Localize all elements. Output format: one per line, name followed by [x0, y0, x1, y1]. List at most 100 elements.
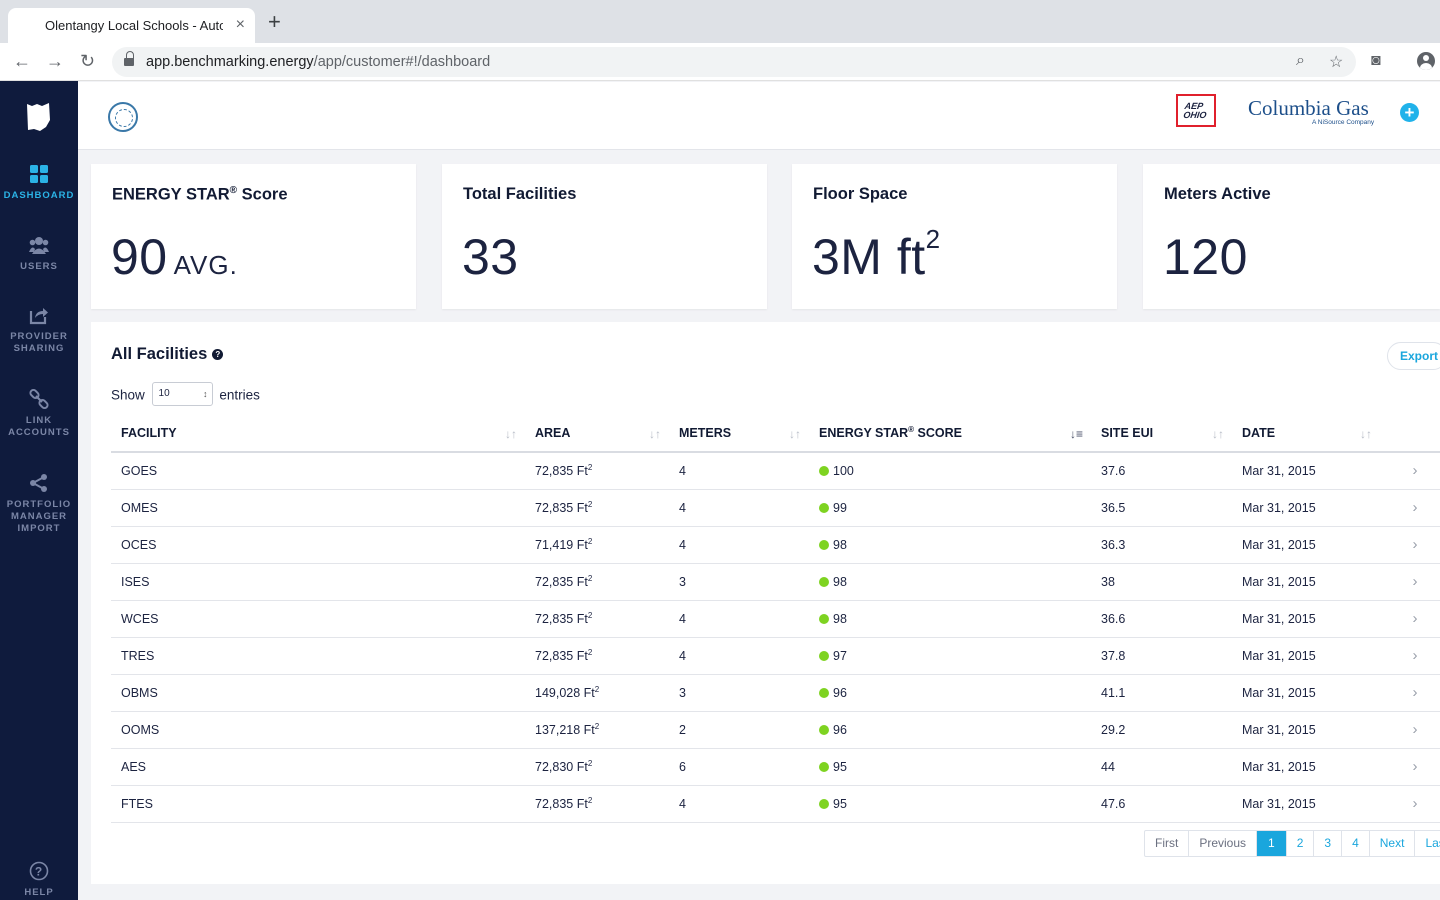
- chevron-right-icon[interactable]: ›: [1380, 489, 1440, 527]
- eui-cell: 47.6: [1091, 785, 1232, 823]
- sidebar-item-label: USERS: [20, 261, 58, 272]
- sidebar-item-label: PROVIDER SHARING: [10, 331, 68, 354]
- sidebar-item-dashboard[interactable]: DASHBOARD: [0, 164, 78, 202]
- export-button[interactable]: Export: [1387, 342, 1440, 370]
- eui-cell: 29.2: [1091, 711, 1232, 749]
- entries-control: Show 10 entries: [111, 382, 260, 408]
- bookmark-star-icon[interactable]: ☆: [1329, 54, 1344, 71]
- table-header-row: FACILITY ↓↑ AREA ↓↑ METERS ↓↑ ENERGY STAR® …: [111, 415, 1440, 453]
- pagination-page-1[interactable]: 1: [1257, 831, 1287, 856]
- card-value: 120: [1163, 229, 1248, 285]
- date-cell: Mar 31, 2015: [1232, 637, 1380, 675]
- table-row[interactable]: AES 72,830 Ft2 6 95 44 Mar 31, 2015 ›: [111, 748, 1440, 786]
- table-row[interactable]: GOES 72,835 Ft2 4 100 37.6 Mar 31, 2015 ›: [111, 452, 1440, 490]
- profile-avatar-icon[interactable]: [1417, 52, 1435, 70]
- table-row[interactable]: OOMS 137,218 Ft2 2 96 29.2 Mar 31, 2015 ›: [111, 711, 1440, 749]
- column-header-area[interactable]: AREA ↓↑: [525, 415, 669, 453]
- sidebar-item-label: HELP: [24, 887, 54, 898]
- network-icon: [30, 474, 47, 492]
- forward-icon[interactable]: →: [46, 51, 64, 71]
- column-header-facility[interactable]: FACILITY ↓↑: [111, 415, 525, 453]
- column-header-date[interactable]: DATE ↓↑: [1232, 415, 1380, 453]
- meters-active-card: Meters Active 120: [1143, 164, 1440, 309]
- score-status-dot: [819, 576, 829, 587]
- card-value: 33: [462, 229, 519, 285]
- date-cell: Mar 31, 2015: [1232, 452, 1380, 490]
- pagination-page-3[interactable]: 3: [1314, 831, 1343, 856]
- camera-icon[interactable]: ◙: [1371, 52, 1381, 69]
- chevron-right-icon[interactable]: ›: [1380, 600, 1440, 638]
- column-header-site-eui[interactable]: SITE EUI ↓↑: [1091, 415, 1232, 453]
- page-size-select[interactable]: 10: [151, 382, 213, 406]
- score-status-dot: [819, 502, 829, 513]
- sidebar-item-provider-sharing[interactable]: PROVIDER SHARING: [0, 305, 78, 355]
- eui-cell: 37.8: [1091, 637, 1232, 675]
- table-row[interactable]: WCES 72,835 Ft2 4 98 36.6 Mar 31, 2015 ›: [111, 600, 1440, 638]
- facility-name: WCES: [111, 600, 525, 638]
- area-cell: 72,835 Ft2: [525, 785, 669, 823]
- add-provider-button[interactable]: +: [1400, 103, 1419, 122]
- address-bar[interactable]: app.benchmarking.energy/app/customer#!/d…: [112, 47, 1356, 77]
- card-title: Total Facilities: [463, 185, 577, 203]
- chevron-right-icon[interactable]: ›: [1380, 637, 1440, 675]
- facility-name: OOMS: [111, 711, 525, 749]
- table-row[interactable]: TRES 72,835 Ft2 4 97 37.8 Mar 31, 2015 ›: [111, 637, 1440, 675]
- browser-tab[interactable]: Olentangy Local Schools - Automatic ×: [8, 8, 255, 43]
- area-cell: 72,835 Ft2: [525, 452, 669, 490]
- columbia-gas-logo[interactable]: Columbia Gas: [1248, 96, 1369, 120]
- table-row[interactable]: ISES 72,835 Ft2 3 98 38 Mar 31, 2015 ›: [111, 563, 1440, 601]
- aep-ohio-logo[interactable]: AEP OHIO: [1176, 94, 1216, 127]
- sidebar-item-help[interactable]: ? HELP: [0, 861, 78, 899]
- sort-icon: ↓↑: [789, 427, 801, 441]
- area-cell: 71,419 Ft2: [525, 526, 669, 564]
- table-row[interactable]: OMES 72,835 Ft2 4 99 36.5 Mar 31, 2015 ›: [111, 489, 1440, 527]
- facility-name: FTES: [111, 785, 525, 823]
- eui-cell: 37.6: [1091, 452, 1232, 490]
- sidebar-item-users[interactable]: USERS: [0, 235, 78, 273]
- chevron-right-icon[interactable]: ›: [1380, 674, 1440, 712]
- table-row[interactable]: OBMS 149,028 Ft2 3 96 41.1 Mar 31, 2015 ›: [111, 674, 1440, 712]
- chevron-right-icon[interactable]: ›: [1380, 711, 1440, 749]
- school-district-seal-logo[interactable]: [108, 102, 138, 132]
- sort-descending-icon: ↓≡: [1069, 427, 1083, 441]
- new-tab-icon[interactable]: +: [268, 9, 281, 34]
- reload-icon[interactable]: ↻: [80, 51, 96, 71]
- back-icon[interactable]: ←: [13, 51, 31, 71]
- chevron-right-icon[interactable]: ›: [1380, 563, 1440, 601]
- pagination-page-2[interactable]: 2: [1287, 831, 1315, 856]
- sidebar-item-label: DASHBOARD: [3, 190, 75, 201]
- pagination-next[interactable]: Next: [1370, 831, 1416, 856]
- date-cell: Mar 31, 2015: [1232, 785, 1380, 823]
- meters-cell: 3: [669, 674, 809, 712]
- meters-cell: 2: [669, 711, 809, 749]
- table-row[interactable]: OCES 71,419 Ft2 4 98 36.3 Mar 31, 2015 ›: [111, 526, 1440, 564]
- ohio-logo-icon[interactable]: [26, 102, 52, 132]
- score-cell: 98: [809, 526, 1091, 564]
- pagination-last[interactable]: Last: [1425, 836, 1440, 850]
- date-cell: Mar 31, 2015: [1232, 748, 1380, 786]
- column-header-meters[interactable]: METERS ↓↑: [669, 415, 809, 453]
- chevron-right-icon[interactable]: ›: [1380, 748, 1440, 786]
- pagination-first[interactable]: First: [1145, 831, 1190, 856]
- score-cell: 96: [809, 711, 1091, 749]
- zoom-icon[interactable]: ⌕: [1296, 52, 1305, 69]
- chevron-right-icon[interactable]: ›: [1380, 452, 1440, 490]
- sidebar-item-portfolio-manager-import[interactable]: PORTFOLIO MANAGER IMPORT: [0, 473, 78, 535]
- card-value: 3M ft2: [812, 224, 941, 285]
- score-status-dot: [819, 724, 829, 735]
- score-status-dot: [819, 650, 829, 661]
- sort-icon: ↓↑: [649, 427, 661, 441]
- chevron-right-icon[interactable]: ›: [1380, 785, 1440, 823]
- chevron-right-icon[interactable]: ›: [1380, 526, 1440, 564]
- close-tab-icon[interactable]: ×: [235, 16, 245, 33]
- column-header-energy-star-score[interactable]: ENERGY STAR® SCORE ↓≡: [809, 415, 1091, 453]
- pagination-page-4[interactable]: 4: [1342, 831, 1370, 856]
- table-row[interactable]: FTES 72,835 Ft2 4 95 47.6 Mar 31, 2015 ›: [111, 785, 1440, 823]
- sidebar-item-label: LINK ACCOUNTS: [8, 415, 70, 438]
- help-icon[interactable]: ?: [212, 349, 224, 361]
- score-status-dot: [819, 465, 829, 476]
- energy-star-score-card: ENERGY STAR® Score 90 AVG.: [91, 164, 416, 309]
- sidebar-item-link-accounts[interactable]: LINK ACCOUNTS: [0, 389, 78, 439]
- pagination-previous[interactable]: Previous: [1189, 831, 1258, 856]
- link-icon: [29, 389, 49, 409]
